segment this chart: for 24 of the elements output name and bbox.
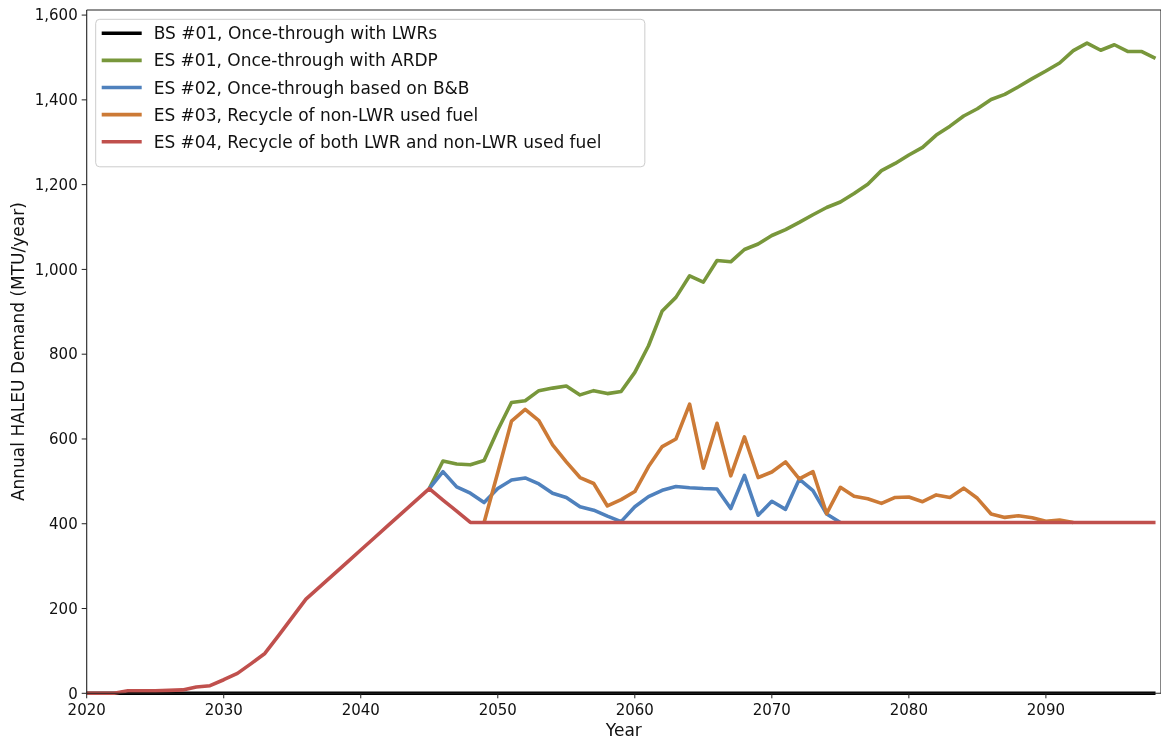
legend-label: ES #01, Once-through with ARDP bbox=[153, 50, 438, 71]
y-tick-label: 400 bbox=[49, 515, 78, 534]
x-axis-title: Year bbox=[604, 720, 642, 740]
legend-label: ES #04, Recycle of both LWR and non-LWR used fuel bbox=[153, 131, 602, 152]
y-tick-label: 1,200 bbox=[34, 175, 78, 194]
x-tick-label: 2060 bbox=[615, 701, 654, 720]
x-tick-label: 2030 bbox=[204, 701, 243, 720]
x-tick-label: 2090 bbox=[1026, 701, 1065, 720]
legend-label: ES #02, Once-through based on B&B bbox=[153, 77, 470, 98]
y-tick-label: 600 bbox=[49, 430, 78, 449]
x-tick-label: 2020 bbox=[67, 701, 106, 720]
legend-label: BS #01, Once-through with LWRs bbox=[153, 23, 438, 44]
x-tick-label: 2040 bbox=[341, 701, 380, 720]
y-tick-label: 200 bbox=[49, 599, 78, 618]
y-tick-label: 1,000 bbox=[34, 260, 78, 279]
x-tick-label: 2050 bbox=[478, 701, 517, 720]
y-tick-label: 1,400 bbox=[34, 91, 78, 110]
legend-label: ES #03, Recycle of non-LWR used fuel bbox=[153, 104, 479, 125]
y-tick-label: 800 bbox=[49, 345, 78, 364]
y-tick-label: 1,600 bbox=[34, 6, 78, 25]
x-tick-label: 2080 bbox=[889, 701, 928, 720]
y-tick-label: 0 bbox=[68, 684, 78, 703]
y-axis-title: Annual HALEU Demand (MTU/year) bbox=[8, 202, 28, 502]
x-tick-label: 2070 bbox=[752, 701, 791, 720]
